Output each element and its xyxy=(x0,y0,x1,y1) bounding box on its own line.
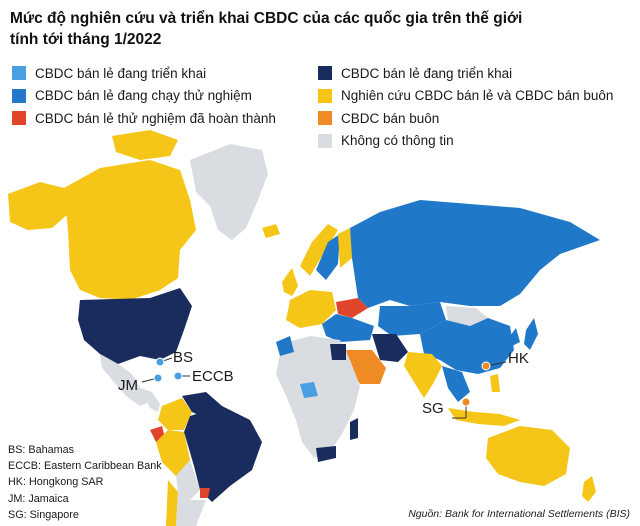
region-ukraine xyxy=(336,298,368,318)
region-usa xyxy=(78,288,192,364)
abbreviation-item: BS: Bahamas xyxy=(8,444,75,456)
legend-label: CBDC bán lẻ đang chạy thử nghiệm xyxy=(35,88,252,104)
legend-swatch xyxy=(318,66,332,81)
region-india xyxy=(404,352,442,398)
abbreviation-item: ECCB: Eastern Caribbean Bank xyxy=(8,460,162,473)
region-japan xyxy=(524,318,538,350)
region-brazil xyxy=(184,406,262,502)
region-china xyxy=(420,318,514,374)
region-canada-islands xyxy=(112,130,178,160)
legend-right: CBDC bán lẻ đang triển khai Nghiên cứu C… xyxy=(318,62,613,152)
legend-item-retail-pilot: CBDC bán lẻ đang chạy thử nghiệm xyxy=(12,85,276,108)
region-iceland xyxy=(262,224,280,238)
region-central-america xyxy=(140,388,160,412)
region-finland xyxy=(338,228,352,268)
region-chile xyxy=(166,480,178,526)
legend-swatch xyxy=(318,111,332,126)
map-label-hk: HK xyxy=(508,350,529,367)
region-sweden xyxy=(316,234,340,280)
region-colombia xyxy=(158,398,192,430)
region-argentina xyxy=(176,492,206,526)
region-southeast-asia xyxy=(442,366,470,402)
region-bolivia xyxy=(176,460,200,500)
legend-item-retail-pilot-completed: CBDC bán lẻ thử nghiệm đã hoàn thành xyxy=(12,107,276,130)
legend-swatch xyxy=(318,88,332,103)
legend-label: Không có thông tin xyxy=(341,133,454,149)
region-australia xyxy=(486,426,570,486)
legend-item-wholesale: CBDC bán buôn xyxy=(318,107,613,130)
legend-label: CBDC bán lẻ thử nghiệm đã hoàn thành xyxy=(35,110,276,126)
region-indonesia xyxy=(448,408,520,426)
region-kazakhstan xyxy=(378,302,446,336)
region-morocco xyxy=(276,336,294,356)
map-label-bs: BS xyxy=(173,349,194,366)
region-uk xyxy=(282,268,298,296)
marker-hongkong xyxy=(481,361,507,371)
region-mongolia xyxy=(446,306,488,326)
abbreviation-list: BS: Bahamas ECCB: Eastern Caribbean Bank… xyxy=(8,442,162,523)
legend-item-retail-launched: CBDC bán lẻ đang triển khai xyxy=(12,62,276,85)
legend-swatch xyxy=(12,66,26,81)
legend-item-no-info: Không có thông tin xyxy=(318,130,613,153)
marker-eccb xyxy=(173,371,190,381)
region-nigeria xyxy=(300,382,318,398)
legend-label: CBDC bán buôn xyxy=(341,110,440,126)
region-south-africa xyxy=(316,446,336,462)
region-uruguay xyxy=(200,488,210,498)
abbreviation-item: JM: Jamaica xyxy=(8,492,69,505)
chart-title: Mức độ nghiên cứu và triển khai CBDC của… xyxy=(10,8,610,50)
marker-bahamas xyxy=(155,357,173,367)
map-label-eccb: ECCB xyxy=(192,368,234,385)
title-line-2: tính tới tháng 1/2022 xyxy=(10,31,162,48)
region-greenland xyxy=(190,144,268,240)
region-eastern-europe xyxy=(322,314,374,342)
region-philippines xyxy=(490,374,500,392)
world-map-svg xyxy=(8,130,600,526)
abbreviation-item: HK: Hongkong SAR xyxy=(8,476,104,489)
marker-singapore xyxy=(452,397,471,419)
legend-swatch xyxy=(12,88,26,103)
legend-swatch xyxy=(318,133,332,148)
world-map: BS JM ECCB HK SG xyxy=(0,130,640,526)
region-africa xyxy=(276,336,360,458)
region-western-europe xyxy=(286,290,336,328)
region-russia xyxy=(350,200,600,308)
legend-item-research: Nghiên cứu CBDC bán lẻ và CBDC bán buôn xyxy=(318,85,613,108)
region-iran xyxy=(372,334,408,362)
title-line-1: Mức độ nghiên cứu và triển khai CBDC của… xyxy=(10,10,523,27)
legend-label: CBDC bán lẻ đang triển khai xyxy=(35,65,207,81)
region-saudi-arabia xyxy=(346,350,386,384)
region-canada xyxy=(64,160,196,300)
legend-label: Nghiên cứu CBDC bán lẻ và CBDC bán buôn xyxy=(341,88,614,104)
abbreviation-item: SG: Singapore xyxy=(8,508,79,521)
legend-left: CBDC bán lẻ đang triển khai CBDC bán lẻ … xyxy=(12,62,276,130)
region-madagascar xyxy=(350,418,358,440)
region-new-zealand xyxy=(582,476,596,502)
region-mexico xyxy=(100,354,150,406)
region-egypt xyxy=(330,344,346,360)
legend-swatch xyxy=(12,111,26,126)
legend-item-retail-deploying: CBDC bán lẻ đang triển khai xyxy=(318,62,613,85)
region-korea xyxy=(510,328,520,346)
region-norway xyxy=(300,224,338,276)
legend-label: CBDC bán lẻ đang triển khai xyxy=(341,65,513,81)
map-label-jm: JM xyxy=(118,377,138,394)
region-peru xyxy=(156,430,190,476)
marker-jamaica xyxy=(141,373,163,383)
source-note: Nguồn: Bank for International Settlement… xyxy=(408,508,630,520)
map-label-sg: SG xyxy=(422,400,444,417)
region-alaska xyxy=(8,182,68,230)
